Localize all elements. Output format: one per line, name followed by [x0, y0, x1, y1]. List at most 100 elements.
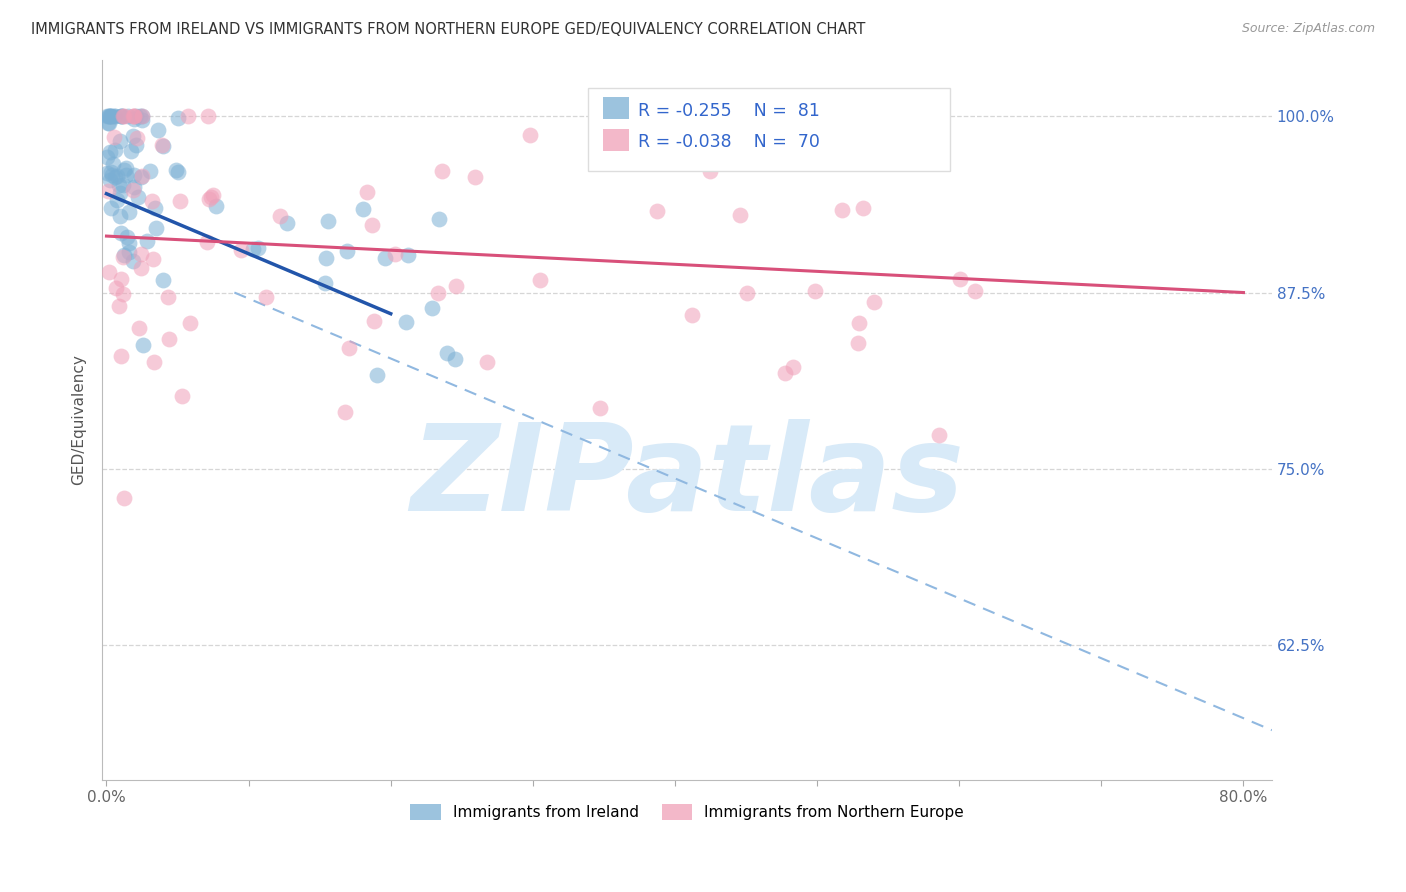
Point	[773, 367, 796, 381]
Point	[100, 109, 122, 123]
Point	[143, 355, 166, 369]
Point	[107, 299, 129, 313]
Point	[202, 187, 225, 202]
Point	[145, 220, 167, 235]
Point	[98, 109, 121, 123]
Point	[316, 214, 339, 228]
Point	[336, 244, 359, 258]
Point	[157, 332, 180, 346]
Point	[315, 251, 337, 265]
Point	[420, 301, 443, 315]
Point	[200, 190, 222, 204]
Point	[115, 230, 138, 244]
Point	[110, 226, 132, 240]
Point	[135, 234, 157, 248]
Point	[735, 285, 758, 300]
Point	[588, 401, 610, 416]
Point	[104, 170, 127, 185]
Point	[699, 164, 721, 178]
Point	[128, 109, 150, 123]
Text: R = -0.255    N =  81: R = -0.255 N = 81	[638, 102, 820, 120]
Point	[97, 116, 120, 130]
Point	[114, 161, 136, 176]
Point	[125, 137, 148, 152]
Point	[139, 164, 162, 178]
Point	[443, 351, 465, 366]
Point	[131, 109, 153, 123]
Point	[446, 279, 468, 293]
Point	[103, 143, 125, 157]
Point	[645, 204, 668, 219]
Point	[100, 168, 122, 182]
Point	[269, 210, 291, 224]
Legend: Immigrants from Ireland, Immigrants from Northern Europe: Immigrants from Ireland, Immigrants from…	[404, 797, 970, 826]
Point	[112, 248, 135, 262]
Point	[374, 251, 396, 265]
Point	[100, 109, 122, 123]
Y-axis label: GED/Equivalency: GED/Equivalency	[72, 354, 86, 485]
Point	[122, 128, 145, 143]
Point	[110, 272, 132, 286]
Point	[103, 109, 125, 123]
Point	[122, 112, 145, 126]
Point	[195, 235, 218, 249]
Point	[122, 183, 145, 197]
Point	[150, 137, 173, 152]
Point	[464, 169, 486, 184]
Point	[384, 246, 406, 260]
Point	[105, 169, 128, 183]
Bar	[603, 97, 628, 120]
Point	[105, 193, 128, 207]
Point	[475, 355, 498, 369]
Point	[356, 185, 378, 199]
Point	[170, 389, 193, 403]
Point	[803, 284, 825, 298]
Point	[427, 211, 450, 226]
Point	[846, 335, 869, 350]
Point	[156, 290, 179, 304]
Point	[122, 109, 145, 123]
Point	[152, 139, 174, 153]
Point	[337, 341, 360, 355]
Point	[852, 201, 875, 215]
Point	[101, 157, 124, 171]
Point	[104, 281, 127, 295]
Point	[242, 242, 264, 256]
Point	[100, 173, 122, 187]
Point	[529, 273, 551, 287]
Point	[863, 294, 886, 309]
Point	[152, 273, 174, 287]
Point	[166, 165, 188, 179]
Point	[118, 204, 141, 219]
Point	[97, 265, 120, 279]
Point	[100, 201, 122, 215]
Text: ZIPatlas: ZIPatlas	[411, 418, 965, 536]
Point	[97, 116, 120, 130]
Point	[128, 321, 150, 335]
Point	[129, 261, 152, 276]
Point	[143, 201, 166, 215]
Point	[129, 246, 152, 260]
Point	[177, 109, 200, 123]
Point	[681, 308, 703, 322]
Text: Source: ZipAtlas.com: Source: ZipAtlas.com	[1241, 22, 1375, 36]
Point	[97, 184, 120, 198]
Point	[131, 109, 153, 123]
Point	[197, 109, 219, 123]
Point	[112, 109, 135, 123]
Point	[254, 290, 277, 304]
Point	[100, 145, 122, 160]
Point	[125, 109, 148, 123]
FancyBboxPatch shape	[588, 88, 950, 171]
Point	[141, 194, 163, 209]
Point	[111, 109, 134, 123]
Point	[127, 190, 149, 204]
Bar	[603, 128, 628, 151]
Point	[131, 113, 153, 128]
Point	[363, 314, 385, 328]
Point	[108, 186, 131, 201]
Point	[125, 131, 148, 145]
Point	[108, 209, 131, 223]
Point	[352, 202, 374, 216]
Point	[519, 128, 541, 142]
